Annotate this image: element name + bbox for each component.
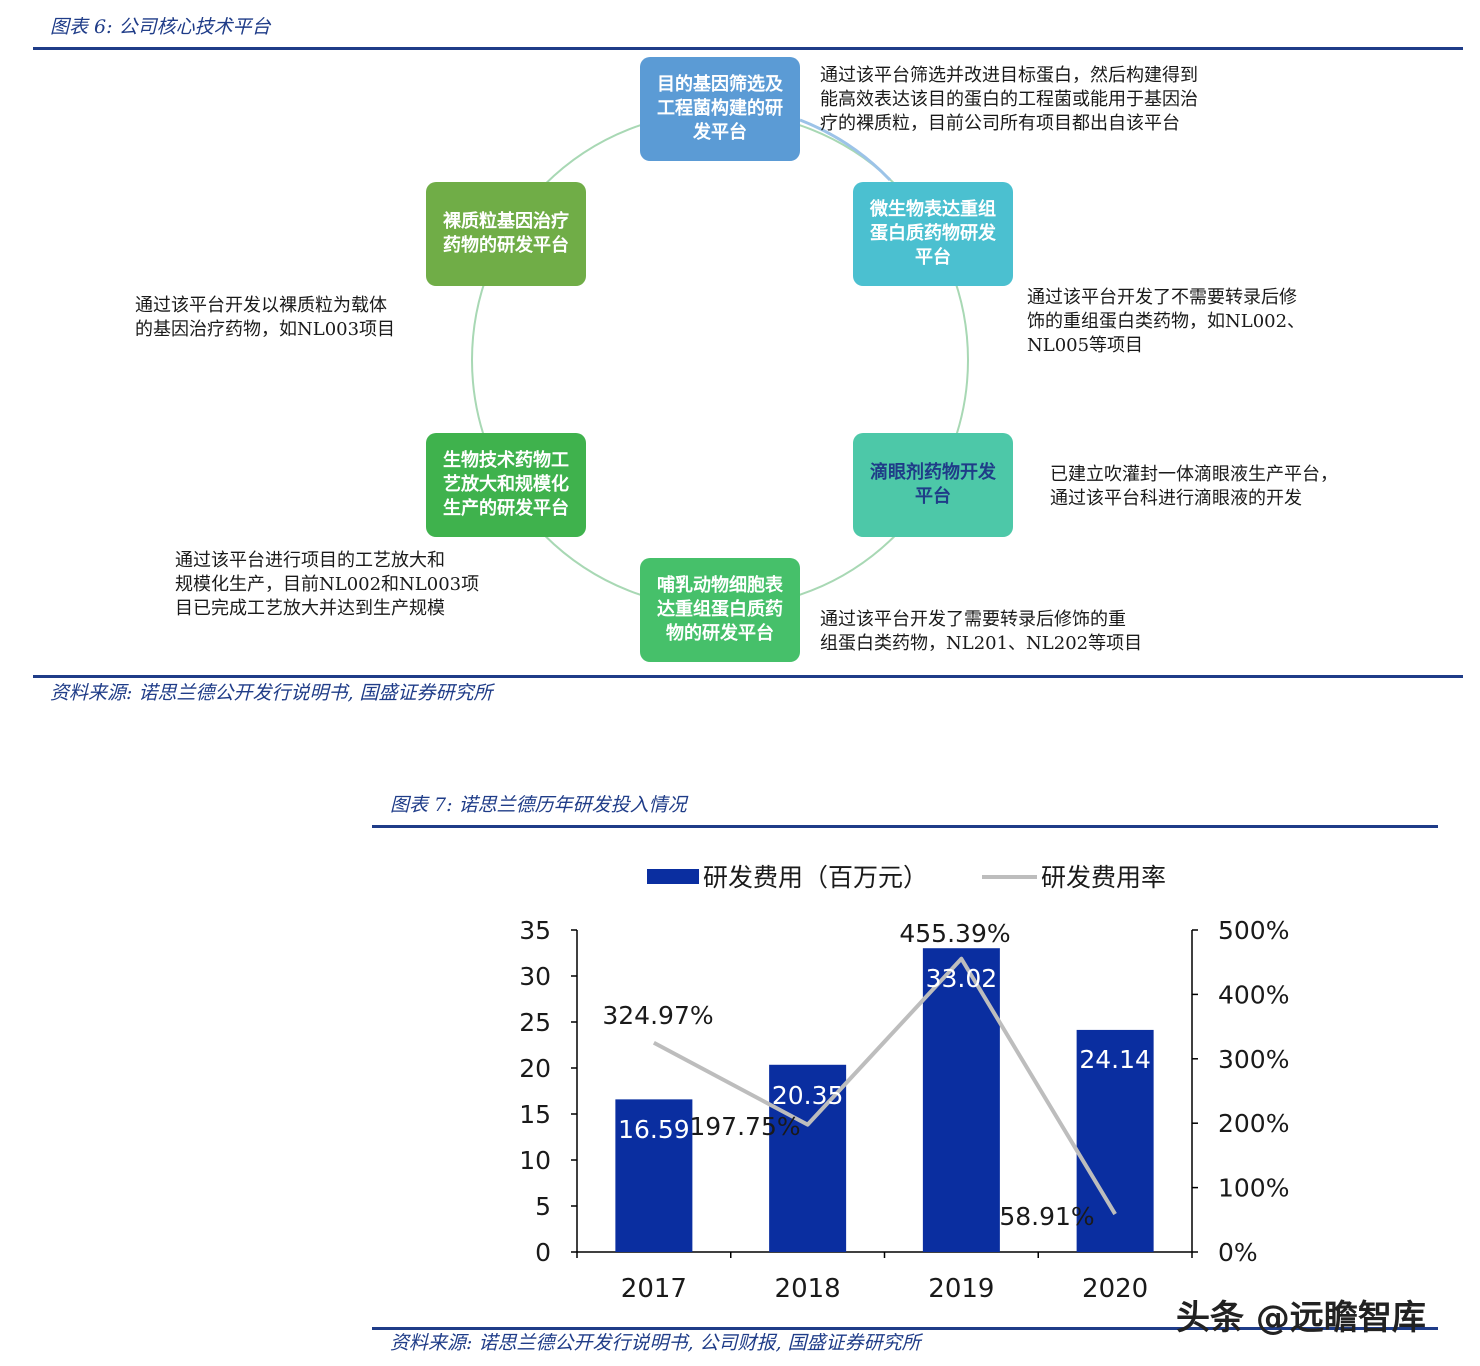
platform-desc-5: 通过该平台进行项目的工艺放大和 规模化生产，目前NL002和NL003项 目已完… <box>175 550 480 619</box>
platform-node-6: 裸质粒基因治疗 药物的研发平台 <box>426 182 586 286</box>
bar-2017 <box>615 1099 693 1252</box>
y-left-tick-label: 20 <box>519 1054 551 1083</box>
x-tick-label: 2020 <box>1082 1274 1148 1304</box>
rate-value-label: 324.97% <box>602 1001 713 1030</box>
platform-desc-4: 通过该平台开发了需要转录后修饰的重 组蛋白类药物，NL201、NL202等项目 <box>820 609 1143 654</box>
bar-value-label: 24.14 <box>1079 1045 1151 1074</box>
y-left-tick-label: 30 <box>519 962 551 991</box>
figure6-bottom-rule <box>33 675 1463 678</box>
legend-label-bar: 研发费用（百万元） <box>703 863 929 892</box>
rate-line <box>652 956 1117 1216</box>
y-right-tick-label: 0% <box>1218 1238 1258 1267</box>
y-left-tick-label: 5 <box>535 1192 551 1221</box>
platform-node-3: 滴眼剂药物开发 平台 <box>853 433 1013 537</box>
legend-swatch-bar <box>647 869 699 884</box>
y-left-tick-label: 10 <box>519 1146 551 1175</box>
y-right-tick-label: 400% <box>1218 980 1289 1009</box>
y-right-tick-label: 300% <box>1218 1045 1289 1074</box>
platform-desc-1: 通过该平台筛选并改进目标蛋白，然后构建得到 能高效表达该目的蛋白的工程菌或能用于… <box>820 65 1198 134</box>
x-tick-label: 2018 <box>775 1274 841 1304</box>
legend-swatch-line <box>982 875 1037 879</box>
rate-value-label: 455.39% <box>899 919 1010 948</box>
platform-desc-2: 通过该平台开发了不需要转录后修 饰的重组蛋白类药物，如NL002、 NL005等… <box>1027 287 1306 356</box>
rate-value-label: 197.75% <box>689 1112 800 1141</box>
y-left-tick-label: 15 <box>519 1100 551 1129</box>
figure7-caption: 图表 7: 诺思兰德历年研发投入情况 <box>390 794 687 816</box>
figure6-caption: 图表 6: 公司核心技术平台 <box>50 16 271 38</box>
figure7-source: 资料来源: 诺思兰德公开发行说明书, 公司财报, 国盛证券研究所 <box>390 1332 921 1354</box>
platform-node-4: 哺乳动物细胞表 达重组蛋白质药 物的研发平台 <box>640 558 800 662</box>
bar-2019 <box>922 948 1000 1252</box>
y-left-tick-label: 25 <box>519 1008 551 1037</box>
y-left-tick-label: 35 <box>519 916 551 945</box>
bar-value-label: 20.35 <box>772 1081 844 1110</box>
platform-node-5: 生物技术药物工 艺放大和规模化 生产的研发平台 <box>426 433 586 537</box>
bar-2020 <box>1076 1029 1154 1252</box>
figure6-source: 资料来源: 诺思兰德公开发行说明书, 国盛证券研究所 <box>50 682 493 704</box>
x-tick-label: 2019 <box>928 1274 994 1304</box>
y-right-tick-label: 200% <box>1218 1109 1289 1138</box>
figure7-bottom-rule <box>372 1327 1438 1330</box>
platform-node-2: 微生物表达重组 蛋白质药物研发 平台 <box>853 182 1013 286</box>
rate-value-label: 58.91% <box>999 1202 1094 1231</box>
bar-value-label: 16.59 <box>618 1115 690 1144</box>
y-right-tick-label: 500% <box>1218 916 1289 945</box>
bar-value-label: 33.02 <box>926 964 998 993</box>
y-right-tick-label: 100% <box>1218 1174 1289 1203</box>
legend-label-line: 研发费用率 <box>1041 863 1167 892</box>
x-tick-label: 2017 <box>621 1274 687 1304</box>
y-left-tick-label: 0 <box>535 1238 551 1267</box>
figure7-top-rule <box>372 825 1438 828</box>
platform-node-1: 目的基因筛选及 工程菌构建的研 发平台 <box>640 57 800 161</box>
platform-desc-6: 通过该平台开发以裸质粒为载体 的基因治疗药物，如NL003项目 <box>135 295 396 340</box>
watermark: 头条 @远瞻智库 <box>1176 1298 1426 1338</box>
figure6-top-rule <box>33 47 1463 50</box>
platform-desc-3: 已建立吹灌封一体滴眼液生产平台， 通过该平台科进行滴眼液的开发 <box>1050 464 1338 509</box>
